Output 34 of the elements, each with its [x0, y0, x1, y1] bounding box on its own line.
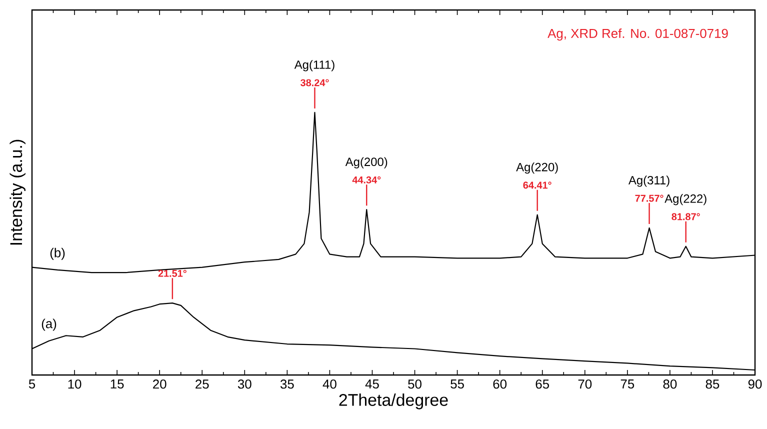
x-tick-label: 70: [578, 380, 592, 389]
x-tick-label: 25: [196, 380, 209, 389]
annotation: 21.51°: [158, 270, 186, 277]
annotation: 77.57°: [635, 194, 664, 202]
x-axis-title: 2Theta/degree: [339, 394, 448, 410]
x-tick-label: 20: [153, 380, 166, 389]
annotation: Ag(200): [345, 157, 388, 168]
y-axis-title: Intensity (a.u.): [10, 140, 26, 245]
annotation: Ag(311): [628, 176, 670, 187]
x-tick-label: 90: [748, 380, 762, 389]
annotation: Ag(222): [664, 194, 706, 206]
x-tick-label: 5: [28, 380, 36, 389]
x-tick-label: 65: [536, 380, 550, 389]
x-tick-label: 60: [493, 380, 507, 389]
x-tick-label: 85: [706, 380, 720, 389]
text: Ag, XRD Ref. No. 01-087-0719: [548, 28, 728, 41]
annotation: 44.34°: [352, 176, 381, 184]
annotation: 81.87°: [672, 213, 700, 220]
x-tick-label: 80: [663, 380, 677, 389]
x-tick-label: 30: [238, 380, 252, 389]
series-label: (a): [42, 318, 56, 331]
x-tick-label: 75: [620, 380, 634, 389]
series-label: (b): [50, 248, 65, 260]
x-tick-label: 35: [280, 380, 294, 389]
x-tick-label: 40: [322, 380, 336, 389]
annotation: Ag(220): [516, 162, 558, 174]
x-tick-label: 45: [365, 380, 379, 389]
x-tick-label: 50: [408, 380, 422, 389]
x-tick-label: 15: [110, 380, 124, 389]
text: Ag(111): [294, 60, 334, 72]
x-tick-label: 10: [68, 380, 82, 389]
x-tick-label: 55: [450, 380, 464, 389]
annotation: 64.41°: [523, 182, 552, 189]
annotation: 38.24°: [300, 79, 329, 86]
